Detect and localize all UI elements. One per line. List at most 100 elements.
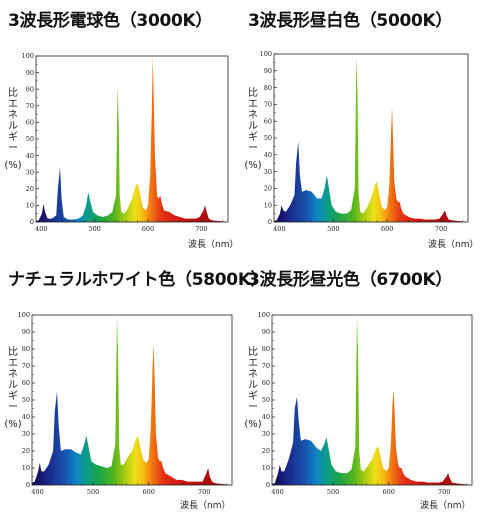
y-label-char: ル [248,121,258,132]
x-tick-label: 400 [31,488,43,496]
y-tick-label: 70 [262,362,270,370]
y-tick-label: 10 [264,201,272,209]
y-tick-label: 90 [262,328,270,336]
y-label-char: 比 [248,88,258,99]
chart-title: 3波長形昼白色（5000K） [248,11,453,31]
y-tick-label: 20 [26,185,34,193]
y-tick-label: 50 [264,134,272,142]
y-tick-label: 20 [22,447,30,455]
y-tick-label: 30 [262,430,270,438]
y-label-char: ー [248,143,258,154]
y-tick-label: 70 [264,101,272,109]
y-tick-label: 80 [264,84,272,92]
y-tick-label: 80 [262,345,270,353]
y-tick-label: 80 [26,85,34,93]
x-tick-label: 600 [142,225,154,233]
plot-frame [35,55,229,223]
y-label-char: ギ [248,391,258,402]
y-axis-label: 比 エ ネ ル ギ ー (%) [244,88,262,171]
y-label-char: ギ [8,132,18,143]
spectrum-area [32,316,232,485]
y-label-char: ー [248,402,258,413]
y-label-char: エ [248,99,258,110]
y-tick-label: 100 [260,50,272,58]
y-tick-label: 0 [266,481,270,489]
y-tick-label: 50 [26,135,34,143]
y-tick-label: 30 [22,430,30,438]
x-tick-label: 500 [87,488,99,496]
y-label-char: ル [8,121,18,132]
y-tick-label: 10 [262,464,270,472]
y-tick-label: 20 [262,447,270,455]
y-tick-label: 100 [258,311,270,319]
x-tick-label: 400 [273,225,285,233]
y-label-char: エ [8,358,18,369]
chart-panel-5800k: ナチュラルホワイト色（5800K） 0 10 20 30 40 50 60 70 80 90 100… [0,259,267,518]
y-tick-label: 60 [22,379,30,387]
y-tick-label: 40 [26,152,34,160]
y-tick-label: 0 [30,218,34,226]
y-tick-label: 30 [26,168,34,176]
y-label-unit: (%) [244,419,262,430]
y-label-char: ネ [8,110,18,121]
x-tick-label: 600 [142,488,154,496]
y-tick-label: 10 [22,464,30,472]
spectrum-area [36,56,228,222]
spectrum-chart: 0 10 20 30 40 50 60 70 80 90 100 400 500 600 700 [260,50,469,233]
y-label-unit: (%) [244,160,262,171]
y-tick-label: 20 [264,185,272,193]
y-label-char: ネ [248,110,258,121]
y-tick-label: 0 [268,218,272,226]
chart-title: 3波長形電球色（3000K） [8,11,213,31]
y-tick-label: 90 [264,67,272,75]
y-label-char: 比 [248,347,258,358]
y-tick-label: 10 [26,202,34,210]
y-tick-label: 60 [262,379,270,387]
x-tick-label: 600 [381,225,393,233]
spectrum-chart: 0 10 20 30 40 50 60 70 80 90 100 400 500 600 700 [18,311,233,496]
y-tick-label: 40 [22,413,30,421]
y-tick-label: 70 [22,362,30,370]
y-tick-label: 0 [26,481,30,489]
y-label-char: ギ [8,391,18,402]
y-tick-label: 70 [26,102,34,110]
y-axis-label: 比 エ ネ ル ギ ー (%) [4,347,22,430]
chart-panel-6700k: 3波長形昼光色（6700K） 0 10 20 30 40 50 60 70 80 90 100 400… [240,259,480,518]
chart-title: 3波長形昼光色（6700K） [248,270,453,290]
x-axis-label: 波長（nm） [428,240,479,250]
x-tick-label: 400 [35,225,47,233]
spectrum-chart: 0 10 20 30 40 50 60 70 80 90 100 400 500 600 700 [258,311,473,496]
y-tick-label: 40 [262,413,270,421]
y-tick-label: 40 [264,151,272,159]
x-tick-label: 500 [327,488,339,496]
y-axis-label: 比 エ ネ ル ギ ー (%) [4,88,22,171]
y-label-unit: (%) [4,419,22,430]
y-tick-label: 100 [18,311,30,319]
y-tick-label: 50 [262,396,270,404]
x-tick-label: 600 [382,488,394,496]
chart-title: ナチュラルホワイト色（5800K） [8,270,268,290]
chart-panel-5000k: 3波長形昼白色（5000K） 0 10 20 30 40 50 60 70 80 90 100 400… [240,0,480,259]
x-tick-label: 700 [435,225,447,233]
x-tick-label: 500 [327,225,339,233]
y-label-char: ネ [248,369,258,380]
x-tick-label: 700 [195,225,207,233]
y-tick-label: 80 [22,345,30,353]
y-tick-label: 60 [26,119,34,127]
y-label-char: ル [8,380,18,391]
y-axis-label: 比 エ ネ ル ギ ー (%) [244,347,262,430]
y-label-unit: (%) [4,160,22,171]
y-tick-label: 30 [264,168,272,176]
y-tick-label: 60 [264,117,272,125]
x-tick-label: 700 [438,488,450,496]
y-label-char: ー [8,143,18,154]
y-label-char: エ [248,358,258,369]
x-tick-label: 700 [198,488,210,496]
y-tick-label: 100 [22,52,34,60]
spectrum-chart: 0 10 20 30 40 50 60 70 80 90 100 400 500 600 700 [22,52,229,233]
spectrum-area [272,316,472,485]
y-label-char: 比 [8,347,18,358]
x-tick-label: 500 [88,225,100,233]
x-axis-label: 波長（nm） [420,501,471,511]
x-axis-label: 波長（nm） [180,501,231,511]
